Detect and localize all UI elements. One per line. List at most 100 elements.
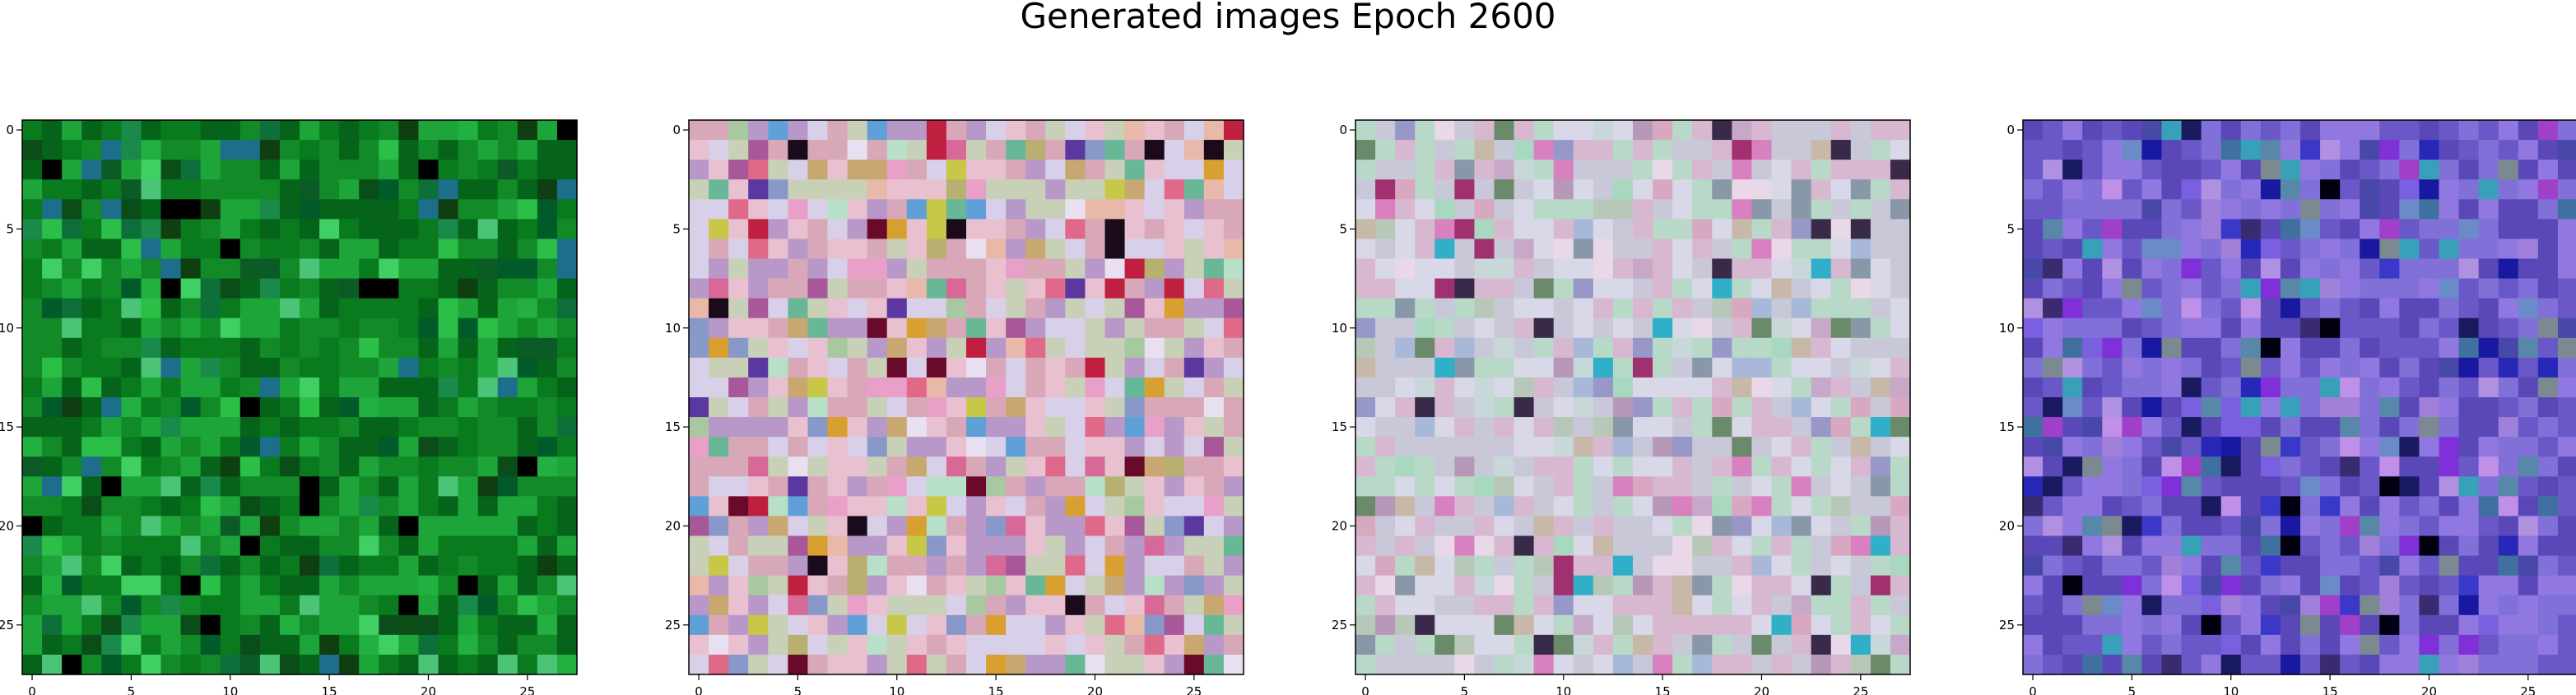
pixel-cell (2220, 555, 2242, 577)
pixel-cell (2082, 239, 2103, 260)
pixel-cell (160, 357, 182, 378)
pixel-cell (1830, 456, 1852, 477)
pixel-cell (2220, 377, 2242, 398)
pixel-cell (807, 219, 829, 240)
pixel-cell (180, 140, 202, 160)
pixel-cell (788, 575, 809, 596)
pixel-cell (788, 140, 809, 160)
pixel-cell (537, 239, 558, 260)
pixel-cell (1830, 535, 1852, 557)
pixel-cell (2439, 516, 2460, 537)
pixel-cell (2498, 614, 2519, 636)
pixel-cell (2141, 555, 2163, 577)
pixel-cell (867, 476, 888, 497)
pixel-cell (2518, 575, 2539, 596)
pixel-cell (1045, 377, 1066, 398)
pixel-cell (2240, 278, 2262, 299)
pixel-cell (1553, 654, 1574, 675)
pixel-cell (101, 496, 122, 517)
pixel-cell (1791, 456, 1812, 477)
pixel-cell (728, 456, 749, 477)
pixel-cell (867, 595, 888, 616)
pixel-cell (867, 357, 888, 378)
pixel-cell (1751, 456, 1773, 477)
pixel-cell (2557, 437, 2576, 457)
pixel-cell (1612, 239, 1634, 260)
pixel-cell (2518, 258, 2539, 280)
pixel-cell (2220, 179, 2242, 200)
pixel-cell (1672, 555, 1693, 577)
pixel-cell (728, 417, 749, 438)
pixel-cell (1183, 417, 1205, 438)
pixel-cell (2300, 595, 2321, 616)
pixel-cell (2280, 456, 2301, 477)
pixel-cell (847, 437, 868, 457)
pixel-cell (2161, 634, 2183, 656)
pixel-cell (2280, 397, 2301, 418)
pixel-cell (279, 397, 300, 418)
pixel-cell (2399, 278, 2420, 299)
pixel-cell (946, 278, 967, 299)
pixel-cell (1065, 317, 1086, 339)
pixel-cell (906, 337, 928, 359)
pixel-cell (1375, 298, 1396, 319)
pixel-cell (1751, 239, 1773, 260)
pixel-cell (886, 397, 908, 418)
pixel-cell (1203, 535, 1225, 557)
pixel-cell (1830, 516, 1852, 537)
pixel-cell (1164, 160, 1185, 180)
pixel-cell (1395, 417, 1416, 438)
pixel-cell (1474, 258, 1495, 280)
pixel-cell (1045, 219, 1066, 240)
pixel-cell (807, 377, 829, 398)
pixel-cell (2340, 397, 2360, 418)
pixel-cell (1890, 654, 1911, 675)
pixel-cell (689, 219, 709, 240)
pixel-cell (2161, 397, 2183, 418)
pixel-cell (2300, 555, 2321, 577)
pixel-cell (1164, 654, 1185, 675)
pixel-cell (458, 516, 479, 537)
pixel-cell (2360, 437, 2380, 457)
pixel-cell (1203, 179, 1225, 200)
pixel-cell (1025, 140, 1046, 160)
pixel-cell (1732, 437, 1753, 457)
pixel-cell (359, 654, 379, 675)
pixel-cell (807, 298, 829, 319)
pixel-cell (1633, 456, 1653, 477)
pixel-cell (2062, 654, 2083, 675)
pixel-cell (339, 140, 360, 160)
pixel-cell (1355, 437, 1376, 457)
pixel-cell (1025, 258, 1046, 280)
pixel-cell (537, 496, 558, 517)
pixel-cell (101, 634, 122, 656)
pixel-cell (1791, 337, 1812, 359)
pixel-cell (239, 614, 261, 636)
pixel-cell (319, 199, 340, 220)
pixel-cell (81, 555, 102, 577)
pixel-cell (477, 120, 499, 141)
pixel-cell (1065, 516, 1086, 537)
pixel-cell (1474, 179, 1495, 200)
pixel-cell (379, 357, 399, 378)
pixel-cell (121, 397, 142, 418)
pixel-cell (2557, 160, 2576, 180)
pixel-cell (1164, 337, 1185, 359)
pixel-cell (946, 634, 967, 656)
pixel-cell (1474, 456, 1495, 477)
pixel-cell (2043, 258, 2063, 280)
pixel-cell (1203, 417, 1225, 438)
pixel-cell (2280, 120, 2301, 141)
pixel-cell (2141, 516, 2163, 537)
pixel-cell (2419, 397, 2440, 418)
x-tick-label: 0 (695, 684, 703, 695)
pixel-cell (2557, 476, 2576, 497)
pixel-cell (1870, 535, 1891, 557)
pixel-cell (1223, 337, 1244, 359)
pixel-cell (1573, 595, 1594, 616)
pixel-cell (1653, 160, 1673, 180)
pixel-cell (418, 634, 439, 656)
pixel-cell (1144, 417, 1165, 438)
pixel-cell (359, 199, 379, 220)
pixel-cell (220, 555, 241, 577)
